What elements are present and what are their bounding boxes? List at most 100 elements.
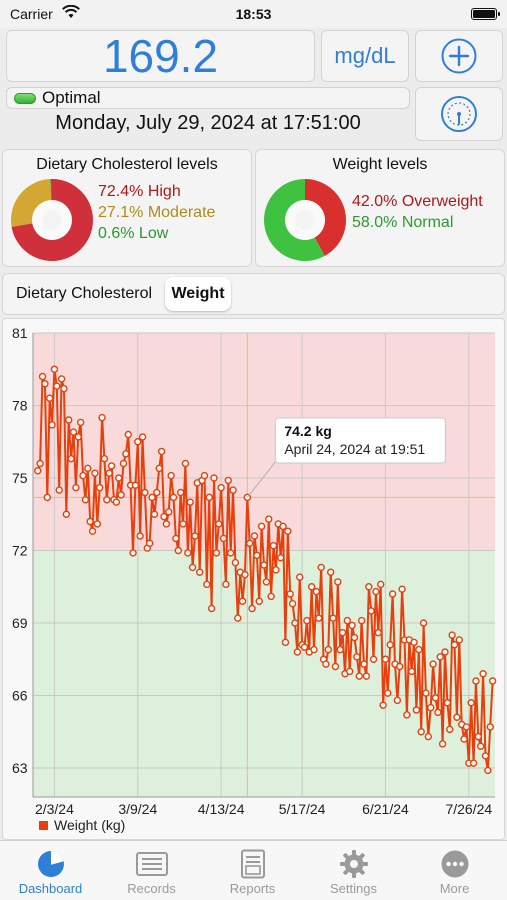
weight-data-point[interactable] [329,614,337,622]
weight-data-point[interactable] [312,587,321,596]
weight-data-point[interactable] [165,508,173,516]
weight-data-point[interactable] [374,628,383,637]
weight-data-point[interactable] [424,732,433,741]
weight-data-point[interactable] [129,549,137,557]
weight-data-point[interactable] [488,677,497,685]
weight-data-point[interactable] [179,520,187,528]
weight-data-point[interactable] [346,667,354,676]
weight-data-point[interactable] [398,585,406,593]
weight-data-point[interactable] [124,430,132,439]
gauge-button[interactable] [415,87,503,141]
tab-weight[interactable]: Weight [165,277,231,311]
weight-chart[interactable]: 81 78 75 72 69 66 63 2/3/24 3/9/24 4/13/24 5/17/24… [3,319,506,841]
weight-data-point[interactable] [62,510,71,518]
weight-data-point[interactable] [69,428,78,436]
weight-data-point[interactable] [481,752,490,760]
weight-data-point[interactable] [348,621,356,630]
weight-data-point[interactable] [222,580,230,589]
weight-data-point[interactable] [157,447,166,456]
weight-data-point[interactable] [288,599,297,608]
weight-data-point[interactable] [279,522,287,531]
weight-data-point[interactable] [257,522,266,531]
weight-data-point[interactable] [95,483,104,492]
weight-data-point[interactable] [262,578,271,586]
weight-data-point[interactable] [200,471,209,480]
weight-data-point[interactable] [191,532,199,540]
weight-data-point[interactable] [450,641,459,649]
weight-data-point[interactable] [293,648,302,656]
weight-data-point[interactable] [98,413,106,422]
weight-data-point[interactable] [43,493,51,502]
weight-data-point[interactable] [427,703,435,712]
cholesterol-levels-card[interactable]: Dietary Cholesterol levels 72.4% High 27… [2,149,252,267]
weight-data-point[interactable] [407,667,416,676]
weight-data-point[interactable] [234,614,242,622]
weight-data-point[interactable] [441,648,449,656]
weight-data-point[interactable] [291,619,299,627]
weight-data-point[interactable] [417,728,425,736]
weight-data-point[interactable] [105,469,113,477]
tabbar-more[interactable]: More [404,845,505,900]
tabbar-dashboard[interactable]: Dashboard [0,845,101,900]
weight-data-point[interactable] [315,614,323,622]
weight-data-point[interactable] [122,450,130,458]
weight-data-point[interactable] [45,394,54,402]
weight-data-point[interactable] [343,616,352,625]
weight-data-point[interactable] [153,488,161,497]
weight-data-point[interactable] [203,580,211,589]
weight-data-point[interactable] [357,616,366,625]
weight-data-point[interactable] [365,583,373,591]
weight-data-point[interactable] [215,520,223,528]
weight-data-point[interactable] [284,527,292,535]
weight-data-point[interactable] [334,578,342,586]
weight-data-point[interactable] [81,496,90,504]
weight-data-point[interactable] [369,655,378,663]
weight-chart-panel[interactable]: 81 78 75 72 69 66 63 2/3/24 3/9/24 4/13/24 5/17/24… [2,318,505,840]
weight-data-point[interactable] [34,467,42,475]
weight-data-point[interactable] [269,541,278,550]
weight-data-point[interactable] [115,474,123,482]
weight-data-point[interactable] [207,604,216,613]
weight-data-point[interactable] [438,740,447,748]
weight-data-point[interactable] [150,510,159,518]
weight-data-point[interactable] [131,481,140,489]
weight-data-point[interactable] [76,418,85,427]
weight-data-point[interactable] [317,563,325,572]
weight-data-point[interactable] [350,633,359,642]
tab-dietary-cholesterol[interactable]: Dietary Cholesterol [15,285,153,302]
unit-button[interactable]: mg/dL [321,30,409,82]
weight-data-point[interactable] [184,549,192,557]
weight-data-point[interactable] [281,638,290,647]
weight-data-point[interactable] [393,696,402,705]
weight-data-point[interactable] [169,493,178,502]
weight-data-point[interactable] [148,493,156,502]
weight-data-point[interactable] [322,660,330,668]
weight-data-point[interactable] [388,590,397,598]
weight-data-point[interactable] [477,742,485,750]
weight-data-point[interactable] [436,653,444,661]
weight-data-point[interactable] [265,515,273,523]
weight-data-point[interactable] [326,568,335,576]
weight-data-point[interactable] [196,568,204,576]
weight-data-point[interactable] [219,534,228,543]
tabbar-records[interactable]: Records [101,845,202,900]
weight-data-point[interactable] [410,638,418,647]
weight-data-point[interactable] [107,462,116,470]
weight-data-point[interactable] [443,699,452,707]
weight-data-point[interactable] [167,471,175,480]
weight-data-point[interactable] [379,701,387,709]
weight-data-point[interactable] [372,587,380,596]
weight-data-point[interactable] [396,662,404,671]
weight-data-point[interactable] [307,583,316,591]
weight-data-point[interactable] [119,459,128,468]
weight-data-point[interactable] [181,459,190,468]
weight-data-point[interactable] [160,512,168,521]
weight-data-point[interactable] [188,563,197,572]
weight-data-point[interactable] [486,723,494,731]
weight-data-point[interactable] [241,570,249,579]
weight-data-point[interactable] [74,433,82,441]
weight-data-point[interactable] [172,534,180,543]
tabbar-settings[interactable]: Settings [303,845,404,900]
weight-data-point[interactable] [419,619,428,627]
weight-data-point[interactable] [386,641,394,649]
